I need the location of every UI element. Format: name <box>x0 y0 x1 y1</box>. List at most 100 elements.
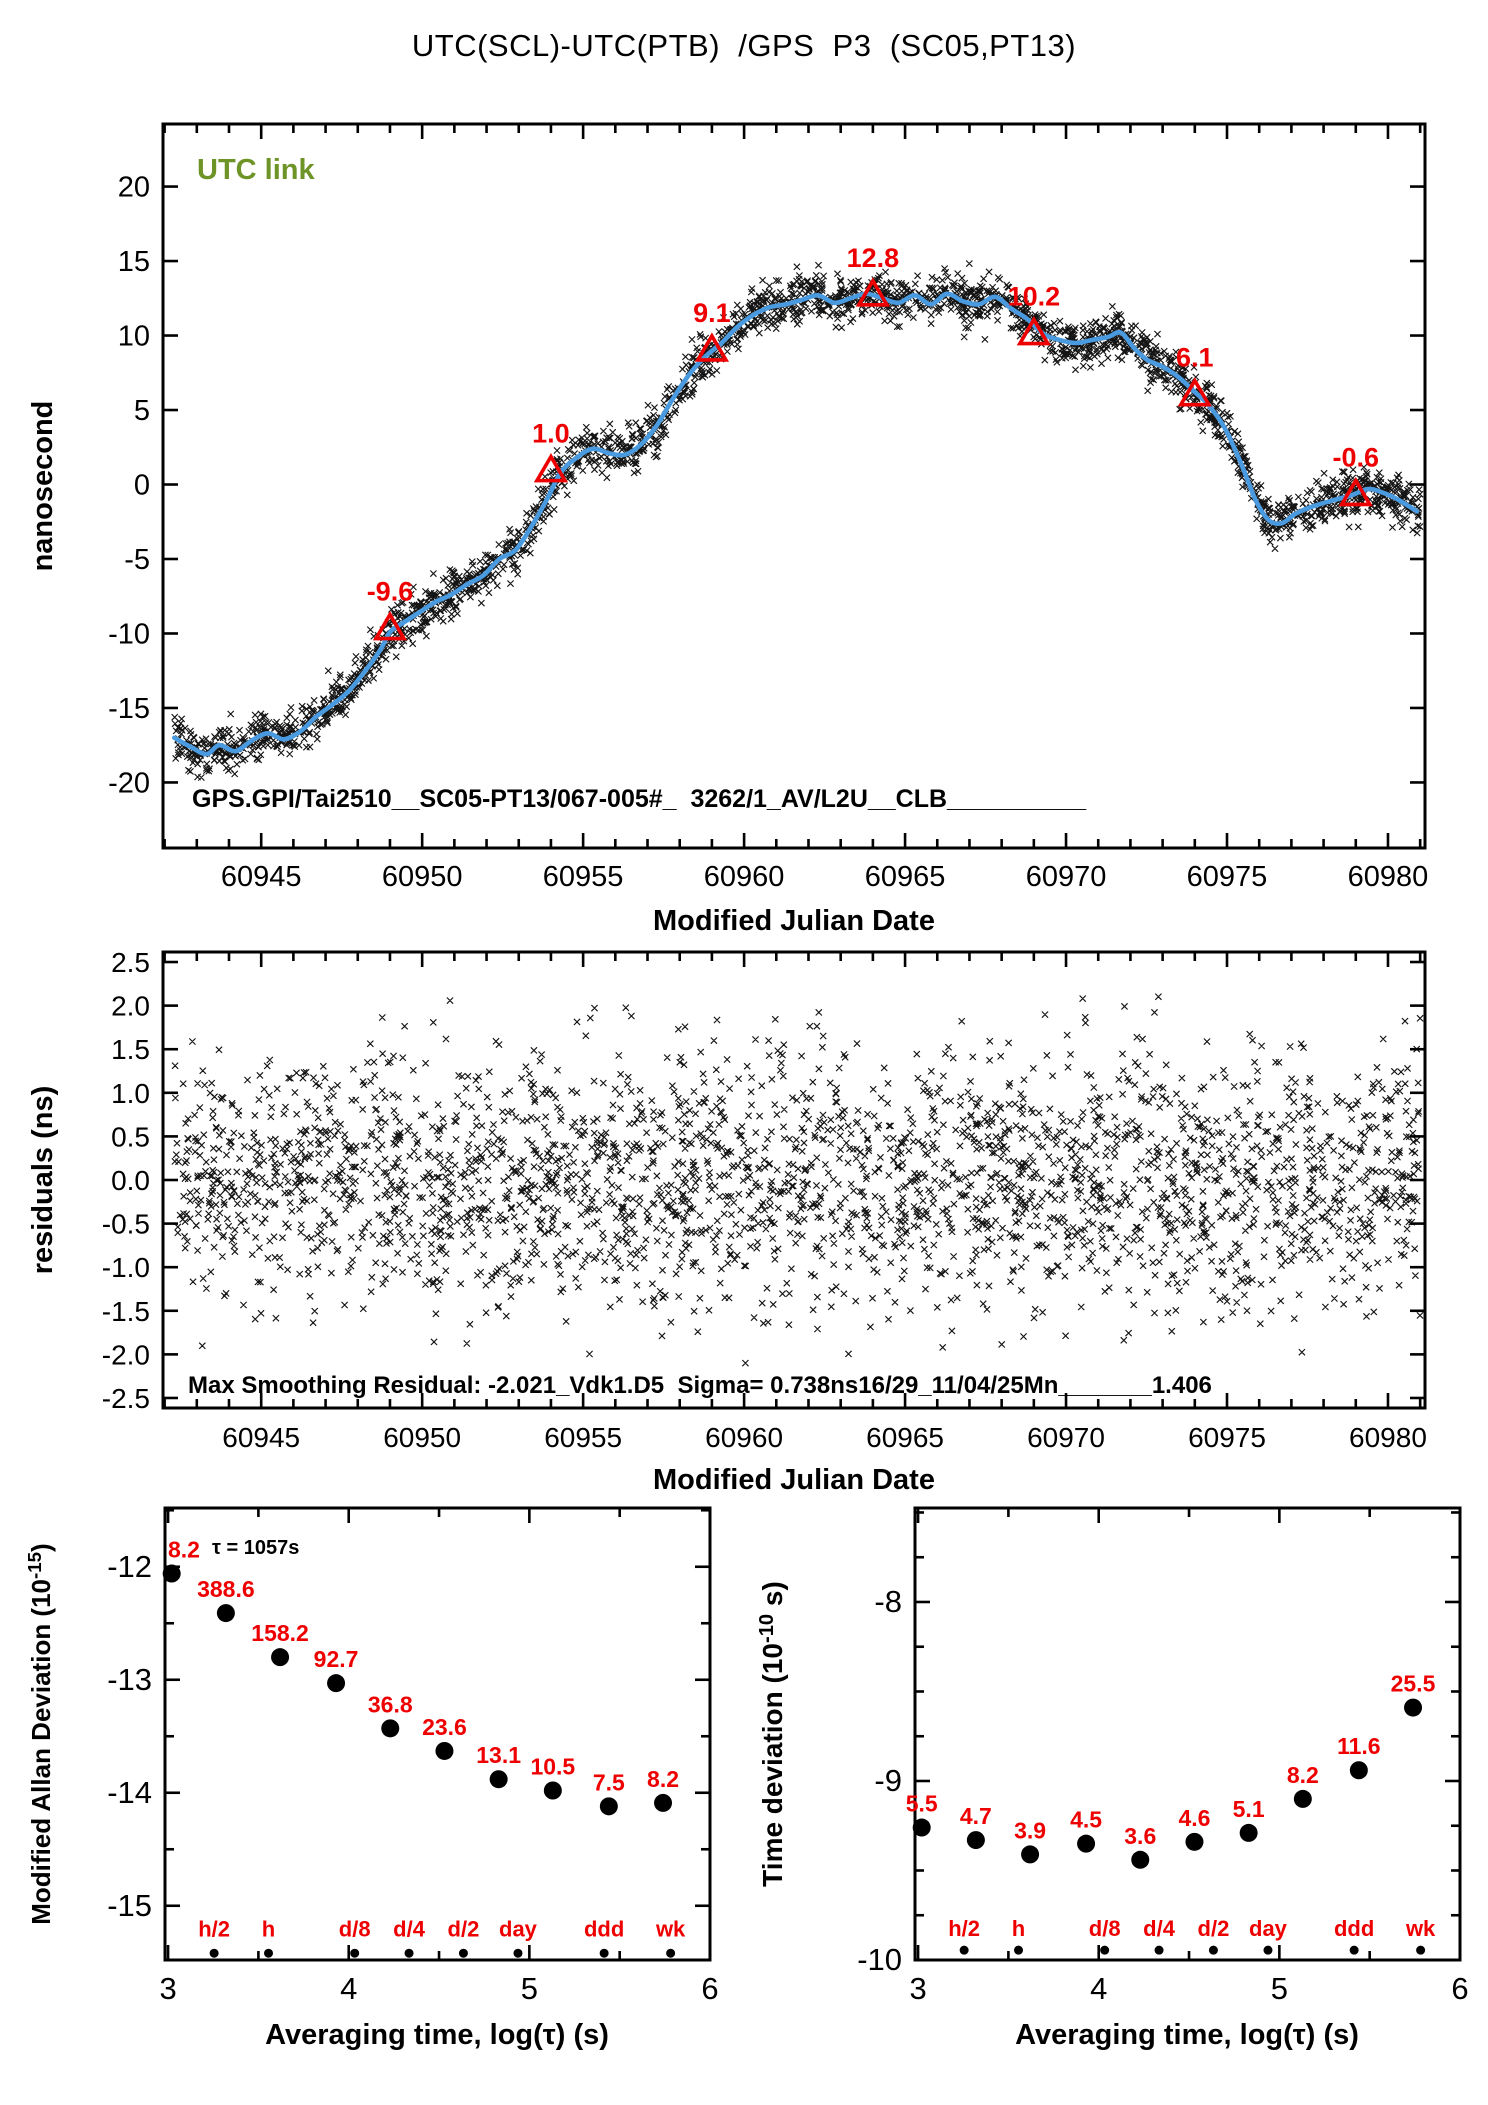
tau-marker-label: h <box>262 1916 275 1941</box>
deviation-value-label: 3.6 <box>1124 1823 1156 1849</box>
y-tick-label: 20 <box>118 172 150 204</box>
deviation-point <box>1349 1761 1368 1780</box>
x-tick-label: 3 <box>909 1971 926 2006</box>
deviation-point <box>435 1741 454 1760</box>
calibration-value-label: -0.6 <box>1333 442 1380 472</box>
calibration-value-label: 12.8 <box>847 243 900 273</box>
y-tick-label: -5 <box>124 544 150 576</box>
inplot-annotation: Max Smoothing Residual: -2.021_Vdk1.D5 S… <box>188 1372 1212 1399</box>
deviation-points: 5.5 4.7 3.9 4.5 3.6 4.6 5.1 8.2 11.6 25.5 <box>906 1671 1436 1869</box>
x-tick-label: 60960 <box>705 1422 783 1453</box>
y-tick-label: -20 <box>108 767 150 799</box>
y-tick-label: -1.0 <box>102 1252 150 1283</box>
tau-marker-dot <box>1208 1945 1218 1955</box>
tau-marker-dot <box>1014 1945 1024 1955</box>
deviation-value-label: 8.2 <box>1287 1762 1319 1788</box>
y-tick-label: 1.0 <box>111 1078 150 1109</box>
deviation-value-label: 5.1 <box>1233 1796 1265 1822</box>
deviation-point <box>599 1797 618 1816</box>
x-tick-label: 3 <box>159 1971 176 2006</box>
y-tick-label: 0 <box>134 470 150 502</box>
deviation-point <box>1293 1789 1312 1808</box>
x-tick-label: 60970 <box>1026 861 1107 893</box>
calibration-triangle <box>372 610 408 641</box>
y-tick-label: -0.5 <box>102 1209 150 1240</box>
tau-marker-label: wk <box>1405 1916 1436 1941</box>
y-tick-label: -2.0 <box>102 1339 150 1370</box>
calibration-triangle <box>1338 476 1373 507</box>
deviation-value-label: 8.2 <box>168 1537 200 1563</box>
deviation-point <box>489 1770 508 1789</box>
calibration-value-label: -9.6 <box>367 577 414 607</box>
x-tick-label: 60945 <box>222 1422 300 1453</box>
deviation-value-label: 4.6 <box>1178 1805 1210 1831</box>
y-tick-label: 2.5 <box>111 947 150 978</box>
x-tick-label: 60970 <box>1027 1422 1105 1453</box>
x-tick-label: 60955 <box>543 861 624 893</box>
tau-marker-label: d/4 <box>393 1916 426 1941</box>
deviation-point <box>543 1781 562 1800</box>
deviation-value-label: 92.7 <box>314 1646 359 1672</box>
tau-marker-label: day <box>1249 1916 1288 1941</box>
x-tick-label: 60975 <box>1187 861 1268 893</box>
panel-tdev: 3 4 5 6 -8 -9 -10 Averaging time, log(τ) (s) Tim… <box>756 1506 1469 2051</box>
x-tick-label: 5 <box>521 1971 538 2006</box>
x-tick-label: 60955 <box>544 1422 622 1453</box>
calibration-value-label: 1.0 <box>532 419 570 449</box>
y-axis-title: nanosecond <box>27 401 59 572</box>
tau-marker-row: h/2 h d/8 d/4 d/2 day ddd wk <box>198 1916 686 1958</box>
deviation-point <box>327 1674 346 1693</box>
calibration-value-label: 9.1 <box>693 298 731 328</box>
tau-marker-dot <box>666 1948 676 1958</box>
y-tick-label: -15 <box>107 1888 152 1923</box>
tau-marker-dot <box>264 1948 274 1958</box>
tau-marker-label: d/4 <box>1143 1916 1176 1941</box>
utc-link-label: UTC link <box>197 154 315 186</box>
tau-marker-row: h/2 h d/8 d/4 d/2 day ddd wk <box>948 1916 1436 1955</box>
deviation-point <box>1021 1845 1040 1864</box>
inplot-annotation: GPS.GPI/Tai2510__SC05-PT13/067-005#_ 326… <box>192 785 1087 813</box>
tau-marker-dot <box>404 1948 414 1958</box>
x-tick-label: 6 <box>1451 1971 1468 2006</box>
tau-marker-label: wk <box>655 1916 686 1941</box>
x-tick-label: 4 <box>340 1971 357 2006</box>
x-tick-label: 60975 <box>1188 1422 1266 1453</box>
deviation-point <box>1077 1834 1096 1853</box>
y-tick-label: 0.0 <box>111 1165 150 1196</box>
y-tick-label: -15 <box>108 693 150 725</box>
axis-ticks <box>163 952 1425 1408</box>
deviation-point <box>216 1604 235 1623</box>
deviation-point <box>966 1831 985 1850</box>
deviation-point <box>1404 1698 1423 1717</box>
tau-marker-label: d/2 <box>1198 1916 1230 1941</box>
calibration-markers: -9.6 1.0 9.1 12.8 10.2 6.1 -0.6 <box>367 243 1380 641</box>
tau-marker-dot <box>1263 1945 1273 1955</box>
x-tick-label: 60945 <box>221 861 302 893</box>
deviation-value-label: 13.1 <box>476 1742 521 1768</box>
calibration-triangle <box>694 332 730 362</box>
deviation-point <box>654 1793 673 1812</box>
deviation-point <box>1131 1850 1150 1869</box>
calibration-triangle <box>855 277 891 307</box>
x-tick-label: 60950 <box>383 1422 461 1453</box>
scatter-points <box>171 993 1424 1367</box>
x-axis-title: Averaging time, log(τ) (s) <box>1015 2019 1359 2051</box>
y-tick-label: 1.5 <box>111 1034 150 1065</box>
deviation-point <box>162 1564 181 1583</box>
calibration-value-label: 6.1 <box>1176 343 1214 373</box>
y-tick-label: -12 <box>107 1549 152 1584</box>
tau-marker-dot <box>959 1945 969 1955</box>
panel-utc-link-timeseries: 60945 60950 60955 60960 60965 60970 60975 60980… <box>27 122 1428 937</box>
x-tick-label: 60950 <box>382 861 463 893</box>
deviation-value-label: 36.8 <box>368 1691 413 1717</box>
x-tick-label: 60960 <box>704 861 785 893</box>
tau-marker-label: ddd <box>584 1916 624 1941</box>
deviation-point <box>1239 1823 1258 1842</box>
deviation-point <box>271 1648 290 1667</box>
panel-mdev: 3 4 5 6 -12 -13 -14 -15 Averaging time, log(τ) (… <box>24 1506 719 2051</box>
tau-marker-label: h/2 <box>198 1916 230 1941</box>
y-tick-label: 15 <box>118 246 150 278</box>
tau-marker-dot <box>350 1948 360 1958</box>
y-tick-label: -14 <box>107 1775 152 1810</box>
